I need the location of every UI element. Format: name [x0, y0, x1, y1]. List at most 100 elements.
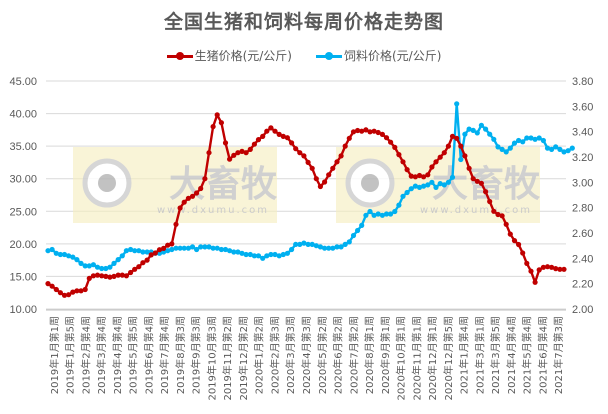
data-point-marker-icon[interactable] [520, 139, 526, 145]
data-point-marker-icon[interactable] [70, 289, 76, 295]
data-point-marker-icon[interactable] [235, 249, 241, 255]
data-point-marker-icon[interactable] [458, 156, 464, 163]
data-point-marker-icon[interactable] [359, 128, 365, 134]
data-point-marker-icon[interactable] [136, 248, 142, 254]
data-point-marker-icon[interactable] [231, 249, 237, 255]
data-point-marker-icon[interactable] [379, 131, 385, 137]
data-point-marker-icon[interactable] [86, 275, 92, 281]
data-point-marker-icon[interactable] [313, 243, 319, 249]
data-point-marker-icon[interactable] [305, 241, 311, 247]
data-point-marker-icon[interactable] [82, 263, 88, 269]
data-point-marker-icon[interactable] [392, 208, 398, 215]
data-point-marker-icon[interactable] [198, 244, 204, 250]
data-point-marker-icon[interactable] [404, 189, 410, 196]
data-point-marker-icon[interactable] [255, 253, 262, 259]
data-point-marker-icon[interactable] [289, 246, 295, 253]
data-point-marker-icon[interactable] [169, 241, 175, 247]
data-point-marker-icon[interactable] [272, 251, 278, 258]
data-point-marker-icon[interactable] [379, 212, 385, 218]
data-point-marker-icon[interactable] [421, 183, 427, 189]
data-point-marker-icon[interactable] [74, 257, 80, 263]
data-point-marker-icon[interactable] [421, 174, 427, 180]
data-point-marker-icon[interactable] [94, 272, 101, 278]
data-point-marker-icon[interactable] [375, 211, 381, 217]
data-point-marker-icon[interactable] [202, 176, 208, 182]
data-point-marker-icon[interactable] [177, 245, 183, 251]
data-point-marker-icon[interactable] [507, 231, 513, 237]
data-point-marker-icon[interactable] [103, 273, 109, 279]
data-point-marker-icon[interactable] [388, 211, 394, 217]
data-point-marker-icon[interactable] [210, 245, 216, 251]
data-point-marker-icon[interactable] [301, 240, 307, 246]
data-point-marker-icon[interactable] [383, 211, 390, 217]
data-point-marker-icon[interactable] [553, 266, 559, 272]
data-point-marker-icon[interactable] [326, 245, 332, 251]
data-point-marker-icon[interactable] [561, 149, 567, 155]
data-point-marker-icon[interactable] [433, 159, 439, 165]
data-point-marker-icon[interactable] [565, 148, 571, 154]
data-point-marker-icon[interactable] [557, 266, 563, 272]
data-point-marker-icon[interactable] [309, 241, 315, 247]
data-point-marker-icon[interactable] [441, 150, 447, 156]
data-point-marker-icon[interactable] [222, 140, 229, 146]
data-point-marker-icon[interactable] [243, 251, 249, 258]
data-point-marker-icon[interactable] [82, 286, 88, 293]
data-point-marker-icon[interactable] [416, 172, 423, 179]
data-point-marker-icon[interactable] [383, 135, 390, 141]
data-point-marker-icon[interactable] [239, 250, 245, 256]
data-point-marker-icon[interactable] [144, 249, 150, 255]
data-point-marker-icon[interactable] [66, 292, 72, 298]
data-point-marker-icon[interactable] [210, 124, 216, 130]
data-point-marker-icon[interactable] [511, 238, 518, 244]
data-point-marker-icon[interactable] [90, 273, 96, 279]
data-point-marker-icon[interactable] [128, 269, 134, 276]
data-point-marker-icon[interactable] [115, 272, 121, 278]
data-point-marker-icon[interactable] [194, 246, 200, 253]
data-point-marker-icon[interactable] [214, 112, 220, 118]
legend-item-hog[interactable]: 生猪价格(元/公斤) [166, 47, 292, 64]
data-point-marker-icon[interactable] [536, 135, 542, 141]
data-point-marker-icon[interactable] [528, 268, 534, 274]
data-point-marker-icon[interactable] [470, 176, 476, 182]
data-point-marker-icon[interactable] [470, 127, 476, 133]
data-point-marker-icon[interactable] [70, 254, 76, 260]
data-point-marker-icon[interactable] [165, 242, 171, 248]
data-point-marker-icon[interactable] [251, 141, 257, 147]
data-point-marker-icon[interactable] [346, 135, 352, 141]
data-point-marker-icon[interactable] [276, 253, 282, 259]
data-point-marker-icon[interactable] [330, 165, 336, 171]
data-point-marker-icon[interactable] [181, 199, 187, 205]
data-point-marker-icon[interactable] [520, 250, 526, 256]
data-point-marker-icon[interactable] [511, 140, 518, 146]
data-point-marker-icon[interactable] [454, 135, 460, 141]
data-point-marker-icon[interactable] [503, 149, 509, 155]
data-point-marker-icon[interactable] [449, 174, 456, 180]
data-point-marker-icon[interactable] [495, 211, 501, 218]
data-point-marker-icon[interactable] [396, 202, 402, 208]
data-point-marker-icon[interactable] [107, 274, 113, 280]
data-point-marker-icon[interactable] [99, 273, 105, 279]
data-point-marker-icon[interactable] [528, 135, 534, 141]
data-point-marker-icon[interactable] [111, 273, 117, 279]
data-point-marker-icon[interactable] [474, 178, 480, 184]
data-point-marker-icon[interactable] [326, 172, 332, 178]
data-point-marker-icon[interactable] [516, 241, 522, 248]
data-point-marker-icon[interactable] [264, 253, 270, 259]
data-point-marker-icon[interactable] [549, 264, 555, 270]
data-point-marker-icon[interactable] [189, 244, 196, 250]
data-point-marker-icon[interactable] [260, 255, 266, 261]
data-point-marker-icon[interactable] [532, 136, 538, 142]
data-point-marker-icon[interactable] [392, 144, 398, 150]
data-point-marker-icon[interactable] [412, 174, 418, 180]
data-point-marker-icon[interactable] [297, 150, 303, 156]
data-point-marker-icon[interactable] [367, 129, 373, 135]
data-point-marker-icon[interactable] [49, 246, 55, 253]
data-point-marker-icon[interactable] [115, 257, 121, 263]
data-point-marker-icon[interactable] [350, 232, 357, 239]
data-point-marker-icon[interactable] [334, 244, 340, 250]
data-point-marker-icon[interactable] [429, 164, 435, 170]
data-point-marker-icon[interactable] [495, 144, 501, 150]
data-point-marker-icon[interactable] [268, 125, 274, 131]
data-point-marker-icon[interactable] [227, 248, 233, 254]
data-point-marker-icon[interactable] [367, 208, 373, 215]
